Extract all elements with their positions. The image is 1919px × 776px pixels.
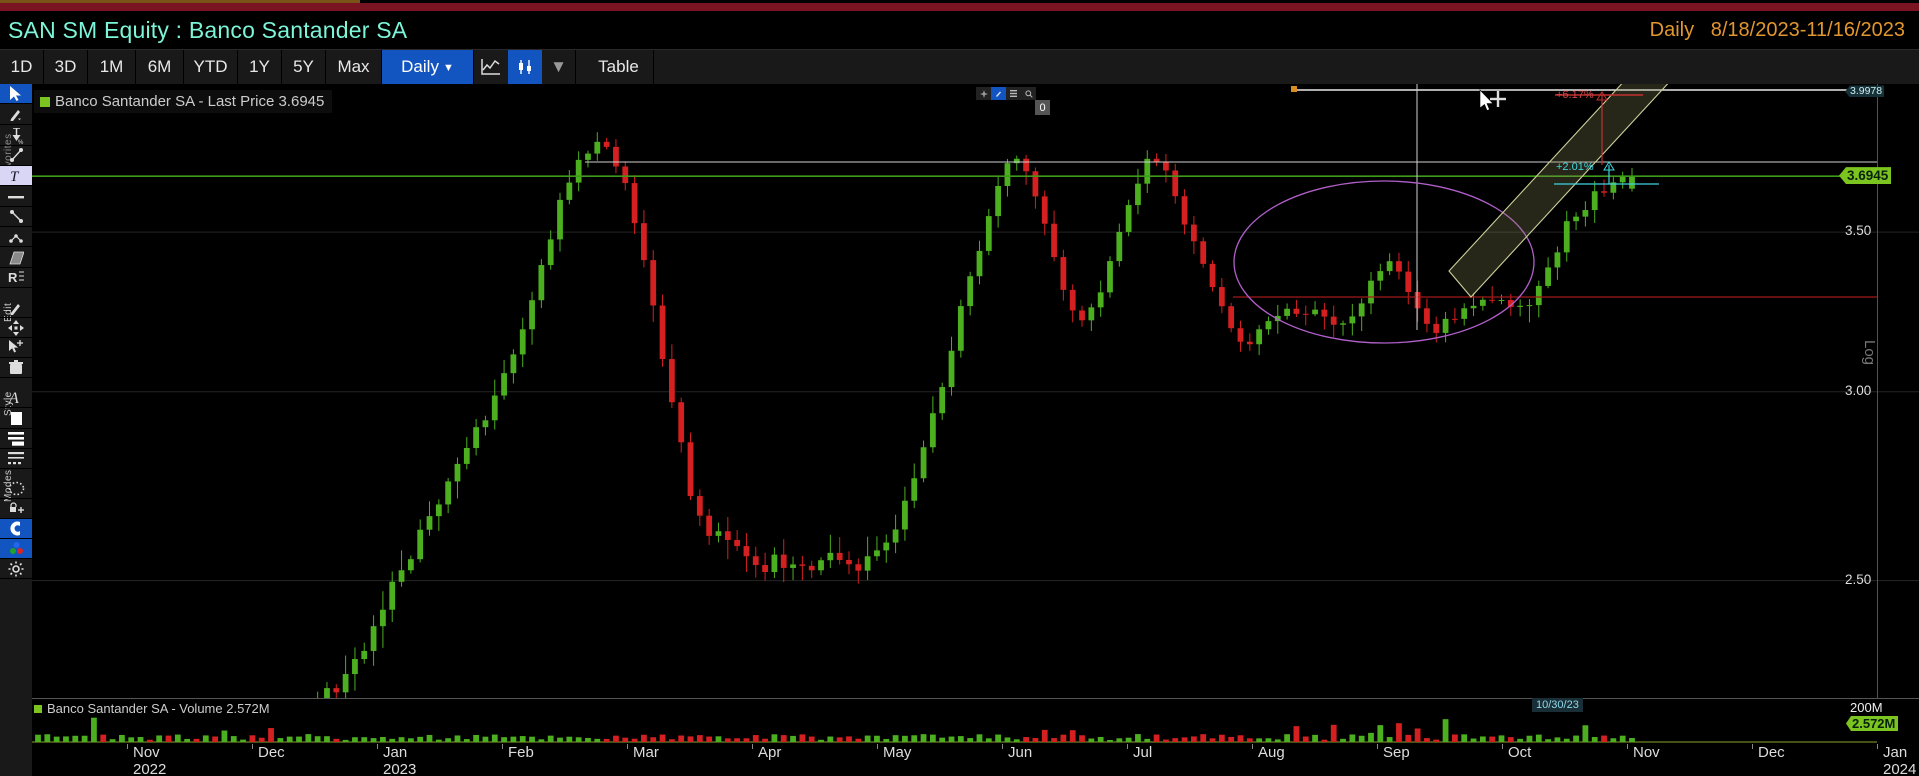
svg-text:%: % (18, 140, 24, 144)
svg-text:A: A (9, 390, 19, 405)
svg-text:T: T (10, 169, 20, 183)
